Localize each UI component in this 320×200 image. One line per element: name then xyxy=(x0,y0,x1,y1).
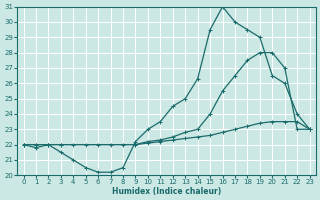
X-axis label: Humidex (Indice chaleur): Humidex (Indice chaleur) xyxy=(112,187,221,196)
